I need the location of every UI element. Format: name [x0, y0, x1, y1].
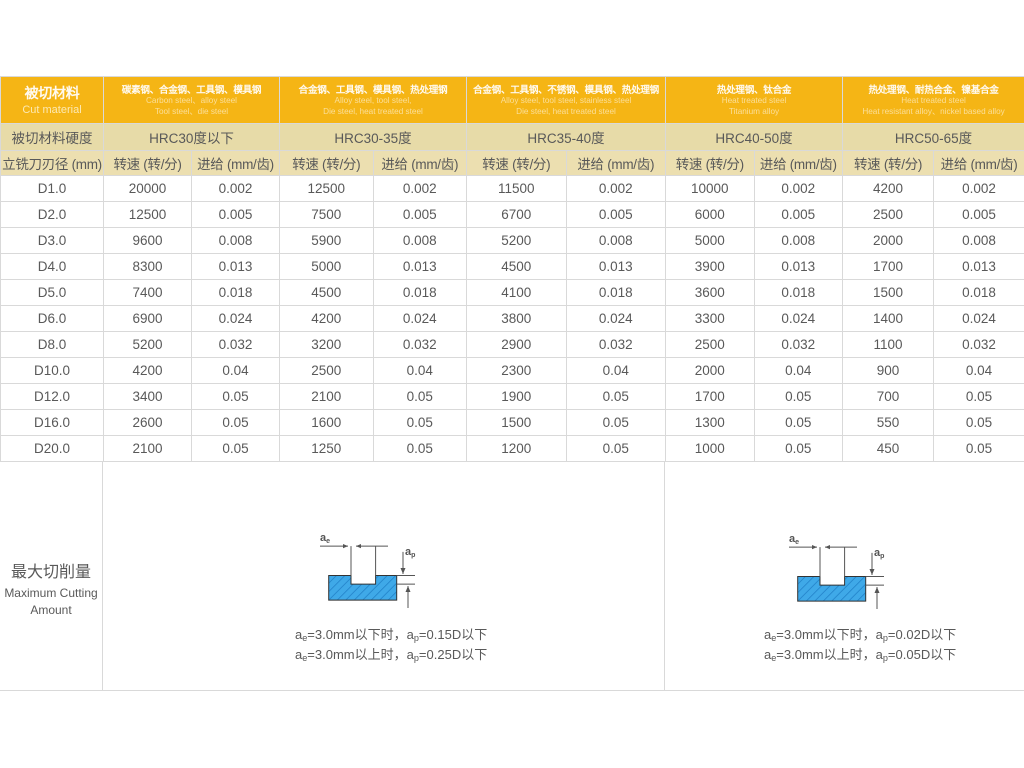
svg-text:ap: ap — [405, 546, 415, 559]
svg-text:ap: ap — [874, 547, 884, 560]
svg-text:ae: ae — [789, 536, 799, 546]
svg-text:ae: ae — [320, 535, 330, 545]
